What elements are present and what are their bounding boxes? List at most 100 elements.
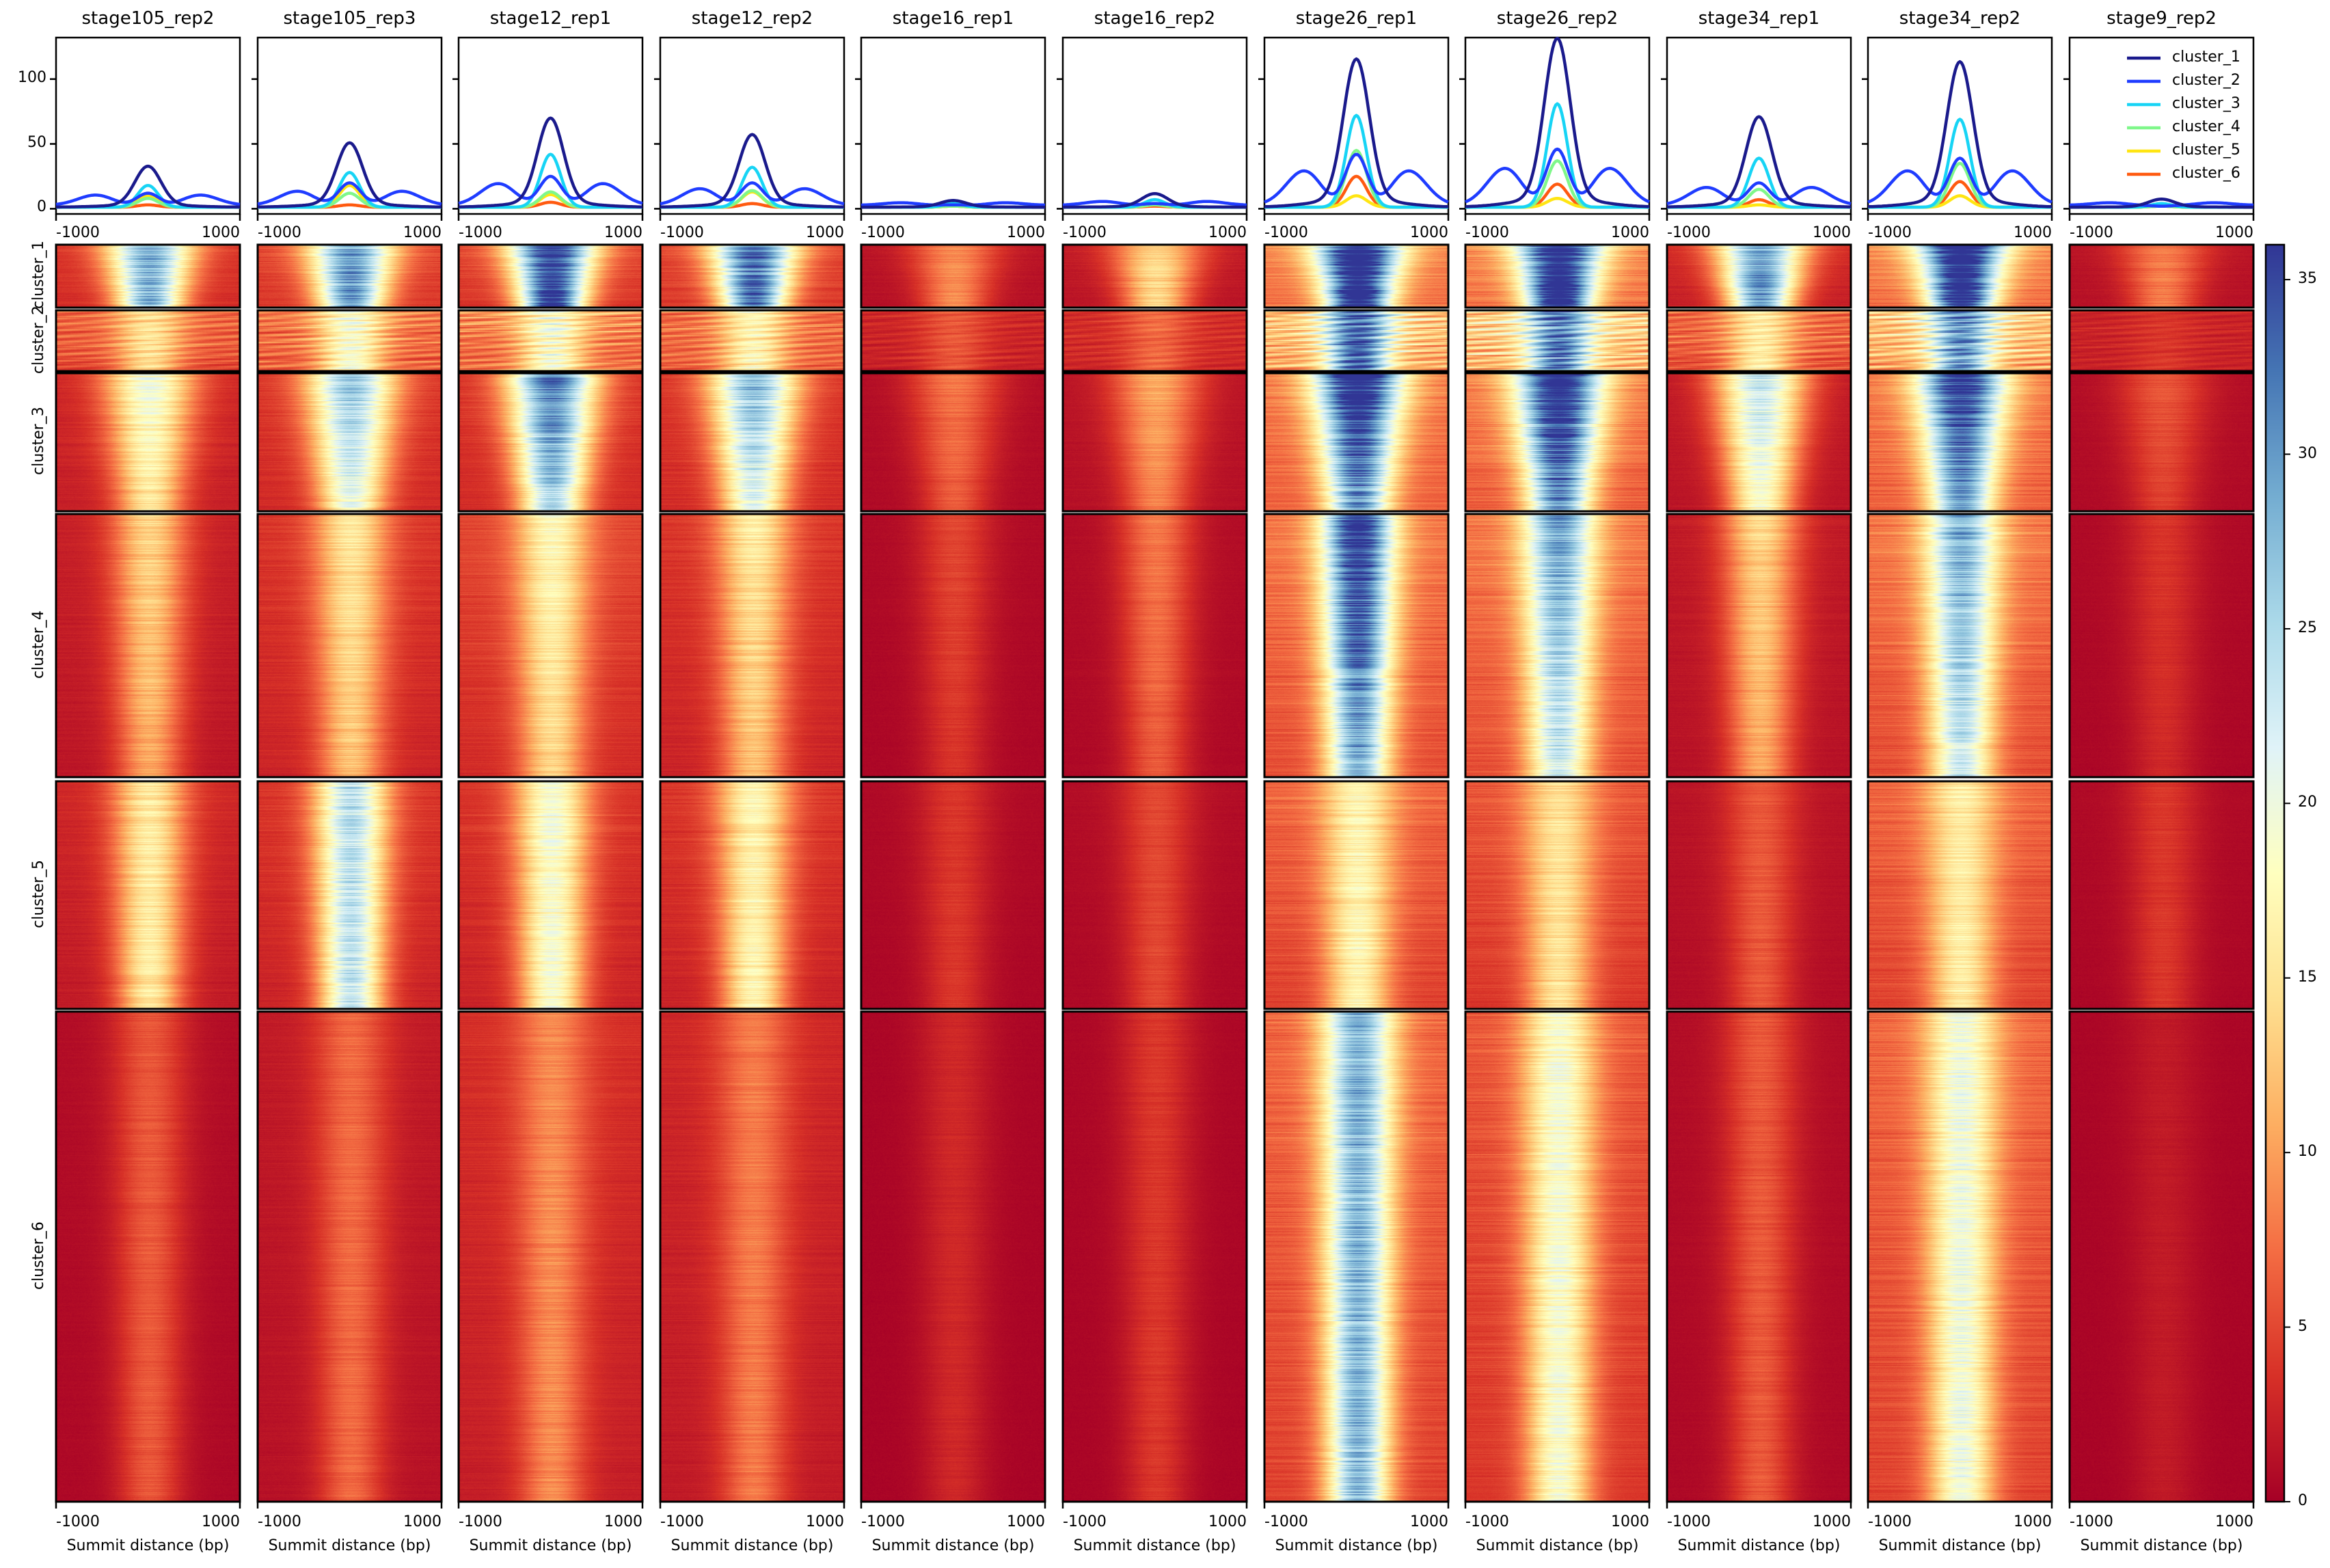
heatmap-frame <box>2068 513 2255 779</box>
profile-line-cluster_1 <box>1465 36 1650 208</box>
panel-title: stage12_rep1 <box>489 8 612 29</box>
heatmap-stage16_rep1-cluster_6 <box>861 1012 1045 1502</box>
heatmap-stage12_rep2-cluster_5 <box>660 781 844 1009</box>
profile-line-cluster_3 <box>660 165 845 209</box>
heatmap-stage9_rep2-cluster_6 <box>2070 1012 2253 1502</box>
heatmap-xlabel: Summit distance (bp) <box>1878 1537 2042 1554</box>
profile-line-cluster_2 <box>2069 201 2254 208</box>
heatmap-stage26_rep1-cluster_3 <box>1264 373 1448 511</box>
heatmap-stage16_rep1-cluster_1 <box>861 245 1045 308</box>
heatmap-xlabel: Summit distance (bp) <box>871 1537 1035 1554</box>
heatmap-xtick-label: 1000 <box>2014 1513 2052 1530</box>
profile-line-cluster_2 <box>861 201 1046 207</box>
colorbar-tick-label: 5 <box>2298 1317 2307 1335</box>
heatmap-stage105_rep3-cluster_6 <box>258 1012 442 1502</box>
heatmap-frame <box>1061 513 1248 779</box>
heatmap-frame <box>1666 243 1852 309</box>
heatmap-stage12_rep1-cluster_4 <box>459 514 642 777</box>
panel-title: stage34_rep2 <box>1899 8 2021 29</box>
heatmap-frame <box>1263 243 1450 309</box>
profile-axes <box>654 36 845 221</box>
profile-line-cluster_3 <box>458 152 643 209</box>
profile-ytick-label: 100 <box>18 68 46 86</box>
profile-line-cluster_1 <box>1264 57 1449 208</box>
heatmap-frame <box>1263 1010 1450 1503</box>
heatmap-xtick-label: 1000 <box>1611 1513 1649 1530</box>
heatmap-frame <box>1263 372 1450 513</box>
heatmap-xlabel: Summit distance (bp) <box>1073 1537 1236 1554</box>
profile-line-cluster_1 <box>1666 115 1852 208</box>
heatmap-frame <box>860 372 1046 513</box>
legend-label: cluster_1 <box>2172 49 2240 66</box>
heatmap-stage12_rep1-cluster_3 <box>459 373 642 511</box>
heatmap-frame <box>860 1010 1046 1503</box>
heatmap-frame <box>1061 780 1248 1010</box>
heatmap-stage26_rep1-cluster_4 <box>1264 514 1448 777</box>
profile-frame <box>1061 36 1248 215</box>
profile-line-cluster_6 <box>1264 174 1449 209</box>
heatmap-xlabel: Summit distance (bp) <box>268 1537 431 1554</box>
heatmap-frame <box>55 372 241 513</box>
profile-frame <box>1666 36 1852 215</box>
profile-line-cluster_4 <box>1867 161 2053 209</box>
heatmap-frame <box>659 309 845 373</box>
heatmap-frame <box>659 780 845 1010</box>
heatmap-frame <box>1867 243 2053 309</box>
heatmap-xtick-label: 1000 <box>1208 1513 1247 1530</box>
colorbar <box>2266 245 2284 1502</box>
heatmap-frame <box>860 243 1046 309</box>
heatmap-xlabel: Summit distance (bp) <box>670 1537 834 1554</box>
heatmap-stage16_rep2-cluster_1 <box>1063 245 1247 308</box>
legend-label: cluster_4 <box>2172 118 2240 135</box>
profile-ytick-label: 0 <box>37 198 46 216</box>
heatmap-stage26_rep2-cluster_4 <box>1465 514 1649 777</box>
heatmap-xtick-label: 1000 <box>604 1513 642 1530</box>
heatmap-frame <box>457 372 644 513</box>
heatmap-xtick-label: -1000 <box>660 1513 704 1530</box>
heatmap-frame <box>256 780 443 1010</box>
profile-line-cluster_1 <box>861 199 1046 209</box>
heatmap-stage16_rep2-cluster_5 <box>1063 781 1247 1009</box>
heatmap-stage12_rep2-cluster_6 <box>660 1012 844 1502</box>
heatmap-stage12_rep1-cluster_1 <box>459 245 642 308</box>
profile-frame <box>1464 36 1651 215</box>
heatmap-frame <box>659 1010 845 1503</box>
heatmap-frame <box>256 243 443 309</box>
panel-title: stage26_rep2 <box>1496 8 1618 29</box>
heatmap-stage12_rep2-cluster_2 <box>660 310 844 371</box>
profile-xtick-label: -1000 <box>861 224 905 241</box>
heatmap-stage12_rep2-cluster_3 <box>660 373 844 511</box>
panel-title: stage105_rep3 <box>283 8 416 29</box>
heatmap-stage26_rep2-cluster_3 <box>1465 373 1649 511</box>
profile-axes <box>1258 36 1450 221</box>
heatmap-stage34_rep2-cluster_6 <box>1868 1012 2052 1502</box>
profile-line-cluster_2 <box>1465 147 1650 204</box>
profile-axes <box>1661 36 1852 221</box>
heatmap-stage26_rep2-cluster_1 <box>1465 245 1649 308</box>
heatmap-stage16_rep1-cluster_4 <box>861 514 1045 777</box>
profile-line-cluster_2 <box>1867 157 2053 204</box>
profile-xtick-label: -1000 <box>56 224 100 241</box>
profile-line-cluster_3 <box>1264 113 1449 209</box>
heatmap-frame <box>1867 780 2053 1010</box>
heatmap-xtick-label: -1000 <box>1667 1513 1711 1530</box>
heatmap-frame <box>1464 1010 1651 1503</box>
heatmap-xtick-label: -1000 <box>1465 1513 1509 1530</box>
profile-line-cluster_1 <box>2069 198 2254 209</box>
profile-frame <box>2068 36 2255 215</box>
heatmap-xlabel: Summit distance (bp) <box>66 1537 230 1554</box>
heatmap-frame <box>1666 1010 1852 1503</box>
heatmap-frame <box>1061 243 1248 309</box>
profile-frame <box>457 36 644 215</box>
heatmap-stage16_rep2-cluster_3 <box>1063 373 1247 511</box>
profile-xtick-label: -1000 <box>1868 224 1912 241</box>
profile-xtick-label: -1000 <box>1264 224 1308 241</box>
profile-frame <box>55 36 241 215</box>
heatmap-frame <box>1061 1010 1248 1503</box>
heatmap-stage26_rep1-cluster_2 <box>1264 310 1448 371</box>
profile-xtick-label: 1000 <box>2215 224 2253 241</box>
heatmap-frame <box>1464 309 1651 373</box>
heatmap-stage16_rep1-cluster_2 <box>861 310 1045 371</box>
heatmap-stage12_rep1-cluster_5 <box>459 781 642 1009</box>
